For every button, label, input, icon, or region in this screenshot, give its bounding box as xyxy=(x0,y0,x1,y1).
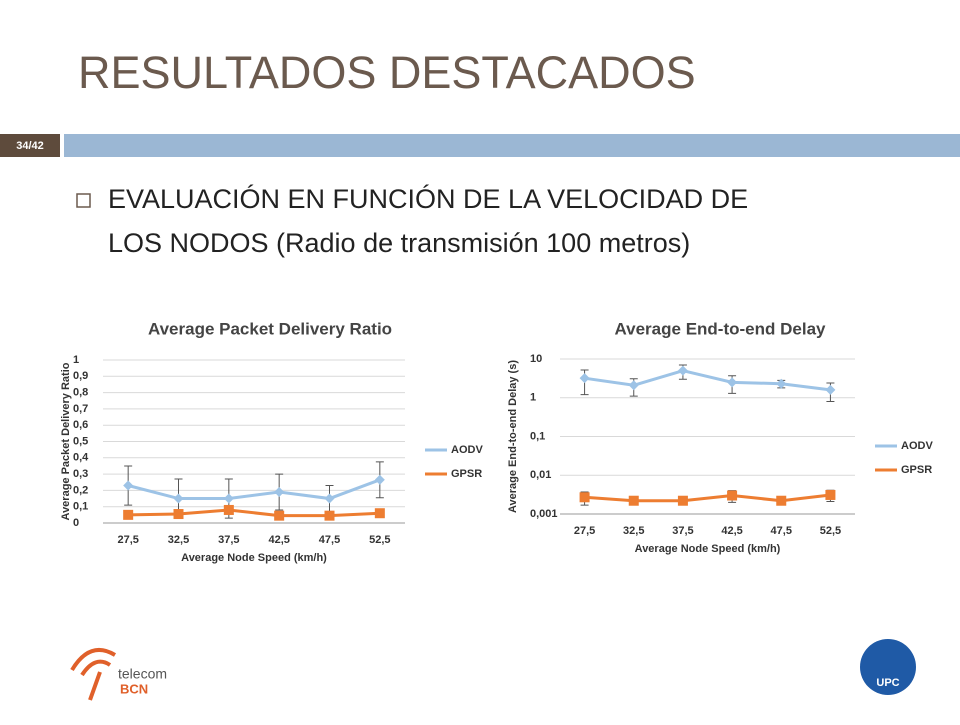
marker xyxy=(374,508,385,519)
marker xyxy=(776,378,787,389)
marker xyxy=(324,493,335,504)
y-tick-label: 0,3 xyxy=(73,468,88,480)
x-tick-label: 32,5 xyxy=(623,525,644,537)
marker xyxy=(628,380,639,391)
marker xyxy=(274,487,285,498)
marker xyxy=(776,495,787,506)
marker xyxy=(727,490,738,501)
logo-text: telecom xyxy=(118,666,167,682)
marker xyxy=(374,474,385,485)
y-tick-label: 0,8 xyxy=(73,387,88,399)
marker xyxy=(825,384,836,395)
logo-arc xyxy=(80,659,112,677)
series-line xyxy=(127,478,381,501)
marker xyxy=(628,495,639,506)
x-tick-label: 52,5 xyxy=(369,534,390,546)
marker xyxy=(274,510,285,521)
legend-label: AODV xyxy=(901,440,933,452)
telecom-logo: telecom BCN xyxy=(70,648,167,701)
y-tick-label: 0,4 xyxy=(73,452,89,464)
series-line xyxy=(128,508,380,518)
x-axis-label: Average Node Speed (km/h) xyxy=(635,543,781,555)
y-tick-label: 1 xyxy=(73,354,79,366)
x-tick-label: 42,5 xyxy=(721,525,742,537)
y-tick-label: 0,01 xyxy=(530,469,551,481)
y-axis-label: Average Packet Delivery Ratio xyxy=(60,362,72,520)
chart-title: Average Packet Delivery Ratio xyxy=(148,319,392,338)
slide-title: RESULTADOS DESTACADOS xyxy=(78,47,696,98)
x-tick-label: 27,5 xyxy=(117,534,138,546)
chart: Average End-to-end Delay 0,001 0,01 0,1 1 10 2… xyxy=(507,319,934,554)
marker xyxy=(677,495,688,506)
marker xyxy=(579,492,590,503)
y-tick-label: 0,7 xyxy=(73,403,88,415)
header-bar xyxy=(64,134,960,157)
marker xyxy=(123,509,134,520)
x-tick-label: 27,5 xyxy=(574,525,595,537)
x-tick-label: 32,5 xyxy=(168,534,189,546)
y-tick-label: 0 xyxy=(73,517,79,529)
chart-title: Average End-to-end Delay xyxy=(615,319,827,338)
series-line xyxy=(584,369,831,392)
bullet-line: EVALUACIÓN EN FUNCIÓN DE LA VELOCIDAD DE xyxy=(108,183,748,214)
x-tick-label: 47,5 xyxy=(319,534,340,546)
y-tick-label: 0,001 xyxy=(530,508,558,520)
marker xyxy=(825,489,836,500)
y-tick-label: 0,5 xyxy=(73,435,88,447)
logo-circle xyxy=(860,639,916,695)
marker xyxy=(324,510,335,521)
marker xyxy=(173,509,184,520)
marker xyxy=(677,365,688,376)
x-axis-label: Average Node Speed (km/h) xyxy=(181,552,327,564)
marker xyxy=(223,504,234,515)
legend-label: AODV xyxy=(451,444,483,456)
y-axis-label: Average End-to-end Delay (s) xyxy=(507,360,519,513)
x-tick-label: 37,5 xyxy=(672,525,693,537)
upc-logo: UPC xyxy=(860,639,916,695)
y-tick-label: 10 xyxy=(530,353,542,365)
logo-text: UPC xyxy=(876,677,899,689)
x-tick-label: 37,5 xyxy=(218,534,239,546)
y-tick-label: 0,1 xyxy=(530,430,545,442)
page-number: 34/42 xyxy=(16,140,44,152)
legend-label: GPSR xyxy=(901,464,932,476)
y-tick-label: 0,1 xyxy=(73,501,88,513)
logo-text: BCN xyxy=(120,681,148,696)
logo-stem xyxy=(88,671,102,701)
bullet-box xyxy=(76,193,91,208)
legend-label: GPSR xyxy=(451,468,482,480)
y-tick-label: 0,2 xyxy=(73,484,88,496)
page-box xyxy=(0,134,60,157)
x-tick-label: 47,5 xyxy=(771,525,792,537)
marker xyxy=(123,480,134,491)
bullet-line: LOS NODOS (Radio de transmisión 100 metr… xyxy=(108,228,690,258)
marker xyxy=(579,373,590,384)
marker xyxy=(223,493,234,504)
x-tick-label: 42,5 xyxy=(268,534,289,546)
marker xyxy=(173,493,184,504)
marker xyxy=(727,377,738,388)
y-tick-label: 1 xyxy=(530,392,536,404)
chart: Average Packet Delivery Ratio00,10,20,30… xyxy=(60,319,484,563)
y-tick-label: 0,9 xyxy=(73,370,88,382)
y-tick-label: 0,6 xyxy=(73,419,88,431)
logo-arc xyxy=(70,648,117,672)
x-tick-label: 52,5 xyxy=(820,525,841,537)
series-line xyxy=(584,493,831,503)
